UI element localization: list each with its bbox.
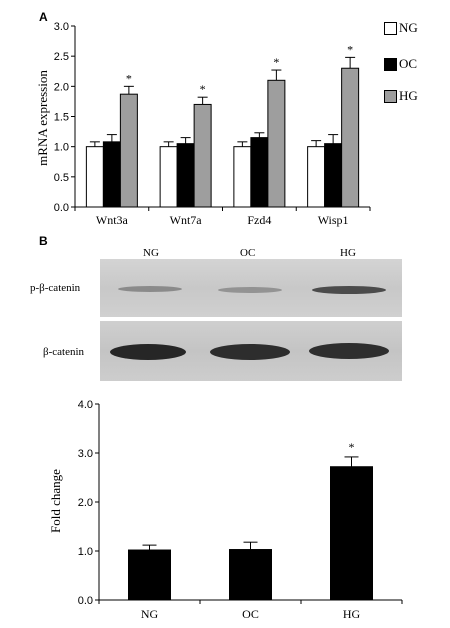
bar-hg-wisp1 bbox=[341, 67, 360, 208]
bar-hg-wnt3a bbox=[119, 93, 138, 208]
y-tick-label: 3.0 bbox=[54, 21, 69, 33]
mrna-expression-chart: mRNA expression 0.0 0.5 1.0 1.5 2.0 2.5 3.0 * Wn… bbox=[35, 21, 371, 227]
band-beta-catenin-ng bbox=[110, 344, 186, 360]
y-tick-label: 0.0 bbox=[54, 202, 69, 214]
significance-mark-fzd4: * bbox=[273, 55, 279, 69]
y-tick-label: 4.0 bbox=[78, 399, 93, 411]
y-tick-label: 1.0 bbox=[54, 142, 69, 154]
bar-hg-wnt7a bbox=[193, 103, 212, 208]
blot-lane-label-hg: HG bbox=[340, 247, 356, 259]
band-p-beta-catenin-oc bbox=[218, 287, 282, 293]
blot-row-label-p-beta-catenin: p-β-catenin bbox=[30, 282, 81, 294]
band-p-beta-catenin-hg bbox=[312, 286, 386, 294]
panel-b-label: B bbox=[39, 234, 48, 248]
significance-mark-wisp1: * bbox=[347, 42, 353, 56]
y-tick-label: 0.5 bbox=[54, 172, 69, 184]
bar-oc-wnt7a bbox=[176, 143, 195, 208]
blot-lane-label-oc: OC bbox=[240, 247, 256, 259]
bar-hg-fzd4 bbox=[267, 79, 286, 208]
x-tick-label-oc: OC bbox=[242, 607, 259, 621]
bar-ng-fzd4 bbox=[233, 146, 252, 208]
blot-strip-beta-catenin bbox=[100, 321, 402, 381]
band-p-beta-catenin-ng bbox=[118, 286, 182, 292]
blot-row-label-beta-catenin: β-catenin bbox=[43, 346, 85, 358]
bar-oc-wisp1 bbox=[324, 143, 343, 208]
bar-ng-wisp1 bbox=[307, 146, 326, 208]
legend-label-oc: OC bbox=[399, 56, 418, 71]
legend-label-ng: NG bbox=[399, 20, 418, 35]
x-tick-label-wisp1: Wisp1 bbox=[318, 213, 349, 227]
y-tick-label: 2.0 bbox=[54, 81, 69, 93]
significance-mark-wnt7a: * bbox=[200, 82, 206, 96]
y-tick-label: 0.0 bbox=[78, 595, 93, 607]
legend-label-hg: HG bbox=[399, 88, 418, 103]
blot-lane-label-ng: NG bbox=[143, 247, 159, 259]
legend-swatch-hg bbox=[384, 89, 397, 103]
x-tick-label-wnt7a: Wnt7a bbox=[170, 213, 203, 227]
legend-swatch-ng bbox=[384, 21, 397, 35]
bar-ng-wnt7a bbox=[159, 146, 178, 208]
significance-mark-hg: * bbox=[349, 440, 355, 454]
bar-ng bbox=[128, 549, 171, 601]
fold-change-chart: Fold change 0.0 1.0 2.0 3.0 4.0 NG OC * HG bbox=[48, 399, 403, 621]
y-tick-label: 2.0 bbox=[78, 497, 93, 509]
legend-item-hg: HG bbox=[384, 88, 418, 104]
bar-oc-fzd4 bbox=[250, 137, 269, 208]
blot-strip-p-beta-catenin bbox=[100, 259, 402, 317]
significance-mark-wnt3a: * bbox=[126, 71, 132, 85]
band-beta-catenin-oc bbox=[210, 344, 290, 360]
y-tick-label: 2.5 bbox=[54, 51, 69, 63]
y-tick-label: 1.5 bbox=[54, 112, 69, 124]
bar-hg bbox=[330, 466, 373, 601]
legend-item-oc: OC bbox=[384, 56, 417, 72]
bar-oc-wnt3a bbox=[102, 141, 121, 208]
y-tick-label: 3.0 bbox=[78, 448, 93, 460]
x-tick-label-ng: NG bbox=[141, 607, 159, 621]
y-axis-title: mRNA expression bbox=[35, 70, 50, 166]
x-tick-label-wnt3a: Wnt3a bbox=[96, 213, 129, 227]
y-axis-title: Fold change bbox=[48, 469, 63, 533]
x-tick-label-fzd4: Fzd4 bbox=[247, 213, 271, 227]
bar-oc bbox=[229, 549, 272, 601]
y-tick-label: 1.0 bbox=[78, 546, 93, 558]
band-beta-catenin-hg bbox=[309, 343, 389, 359]
legend-swatch-oc bbox=[384, 57, 397, 71]
x-tick-label-hg: HG bbox=[343, 607, 361, 621]
panel-a-label: A bbox=[39, 10, 48, 24]
legend-item-ng: NG bbox=[384, 20, 418, 36]
bar-ng-wnt3a bbox=[85, 146, 104, 208]
